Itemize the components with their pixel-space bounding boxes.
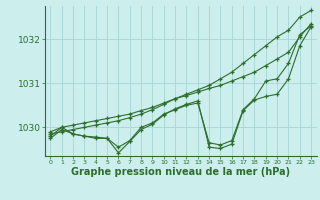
X-axis label: Graphe pression niveau de la mer (hPa): Graphe pression niveau de la mer (hPa) — [71, 167, 290, 177]
